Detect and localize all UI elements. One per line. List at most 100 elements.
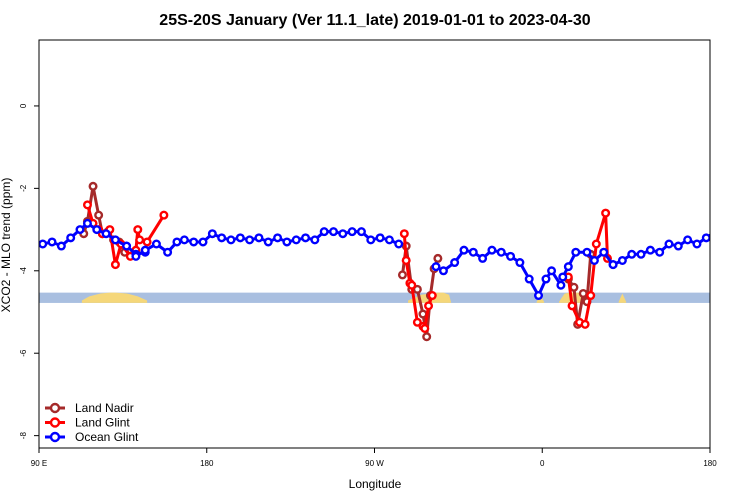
- ocean-glint-point: [507, 253, 514, 260]
- y-tick-label: 0: [19, 103, 28, 108]
- x-tick-label: 180: [703, 459, 717, 468]
- ocean-glint-point: [142, 247, 149, 254]
- ocean-glint-point: [321, 228, 328, 235]
- land-glint-point: [84, 202, 91, 209]
- chart-title: 25S-20S January (Ver 11.1_late) 2019-01-…: [159, 12, 590, 29]
- legend-marker-land-nadir: [51, 404, 59, 412]
- ocean-glint-point: [349, 228, 356, 235]
- ocean-glint-point: [200, 239, 207, 246]
- ocean-glint-point: [265, 239, 272, 246]
- ocean-glint-point: [684, 237, 691, 244]
- land-glint-point: [401, 230, 408, 237]
- x-tick-label: 90 E: [31, 459, 47, 468]
- ocean-glint-point: [722, 216, 729, 223]
- land-glint-point: [602, 210, 609, 217]
- land-nadir-point: [420, 311, 427, 318]
- ocean-glint-point: [479, 255, 486, 262]
- ocean-glint-point: [675, 243, 682, 250]
- ocean-glint-point: [461, 247, 468, 254]
- ocean-glint-point: [358, 228, 365, 235]
- ocean-glint-point: [559, 274, 566, 281]
- ocean-glint-point: [628, 251, 635, 258]
- ocean-glint-point: [174, 239, 181, 246]
- ocean-glint-point: [395, 241, 402, 248]
- legend-label-land-glint: Land Glint: [75, 416, 130, 430]
- ocean-glint-point: [712, 228, 719, 235]
- ocean-glint-point: [256, 235, 263, 242]
- land-glint-point: [569, 303, 576, 310]
- ocean-glint-point: [302, 235, 309, 242]
- ocean-glint-point: [647, 247, 654, 254]
- ocean-glint-point: [190, 239, 197, 246]
- ocean-glint-point: [228, 237, 235, 244]
- ocean-glint-point: [164, 249, 171, 256]
- land-glint-point: [422, 325, 429, 332]
- land-glint-point: [144, 239, 151, 246]
- ocean-glint-point: [123, 243, 130, 250]
- ocean-glint-point: [573, 249, 580, 256]
- land-glint-point: [403, 257, 410, 264]
- x-tick-label: 90 W: [365, 459, 384, 468]
- ocean-glint-point: [386, 237, 393, 244]
- legend: Land NadirLand GlintOcean Glint: [45, 401, 139, 444]
- land-glint-point: [134, 226, 141, 233]
- ocean-glint-point: [218, 235, 225, 242]
- ocean-glint-point: [535, 292, 542, 299]
- ocean-glint-point: [619, 257, 626, 264]
- ocean-glint-point: [367, 237, 374, 244]
- land-glint-point: [112, 261, 119, 268]
- ocean-glint-point: [740, 230, 747, 237]
- ocean-glint-point: [565, 263, 572, 270]
- land-nadir-point: [423, 333, 430, 340]
- ocean-glint-point: [543, 276, 550, 283]
- land-nadir-point: [95, 212, 102, 219]
- ocean-glint-point: [330, 228, 337, 235]
- ocean-glint-point: [153, 241, 160, 248]
- ocean-glint-point: [548, 267, 555, 274]
- ocean-glint-point: [49, 239, 56, 246]
- x-axis-title: Longitude: [349, 477, 402, 491]
- ocean-glint-point: [731, 226, 738, 233]
- ocean-glint-point: [284, 239, 291, 246]
- x-tick-label: 0: [540, 459, 545, 468]
- land-nadir-point: [399, 272, 406, 279]
- ocean-glint-point: [209, 230, 216, 237]
- ocean-glint-point: [558, 282, 565, 289]
- y-axis-title: XCO2 - MLO trend (ppm): [0, 178, 13, 313]
- ocean-glint-point: [58, 243, 65, 250]
- ocean-glint-point: [666, 241, 673, 248]
- ocean-glint-point: [84, 220, 91, 227]
- land-glint-point: [408, 282, 415, 289]
- ocean-glint-point: [237, 235, 244, 242]
- ocean-glint-point: [246, 237, 253, 244]
- land-glint-point: [582, 321, 589, 328]
- land-glint-point: [587, 292, 594, 299]
- ocean-glint-point: [293, 237, 300, 244]
- ocean-glint-point: [340, 230, 347, 237]
- ocean-glint-point: [440, 267, 447, 274]
- land-nadir-point: [90, 183, 97, 190]
- ocean-glint-point: [133, 253, 140, 260]
- legend-marker-ocean-glint: [51, 433, 59, 441]
- ocean-glint-point: [584, 249, 591, 256]
- land-glint-line-1: [147, 215, 164, 242]
- ocean-glint-point: [67, 235, 74, 242]
- ocean-glint-point: [656, 249, 663, 256]
- land-glint-point: [425, 303, 432, 310]
- ocean-glint-point: [591, 257, 598, 264]
- y-tick-label: -6: [19, 349, 28, 357]
- ocean-glint-point: [103, 230, 110, 237]
- land-nadir-point: [571, 284, 578, 291]
- land-nadir-point: [435, 255, 442, 262]
- land-glint-point: [593, 241, 600, 248]
- x-tick-label: 180: [200, 459, 214, 468]
- land-nadir-point: [580, 290, 587, 297]
- ocean-glint-point: [470, 249, 477, 256]
- ocean-glint-point: [39, 241, 46, 248]
- ocean-glint-point: [498, 249, 505, 256]
- ocean-glint-point: [451, 259, 458, 266]
- ocean-glint-line-2: [436, 250, 561, 295]
- legend-label-land-nadir: Land Nadir: [75, 401, 134, 415]
- ocean-glint-point: [600, 249, 607, 256]
